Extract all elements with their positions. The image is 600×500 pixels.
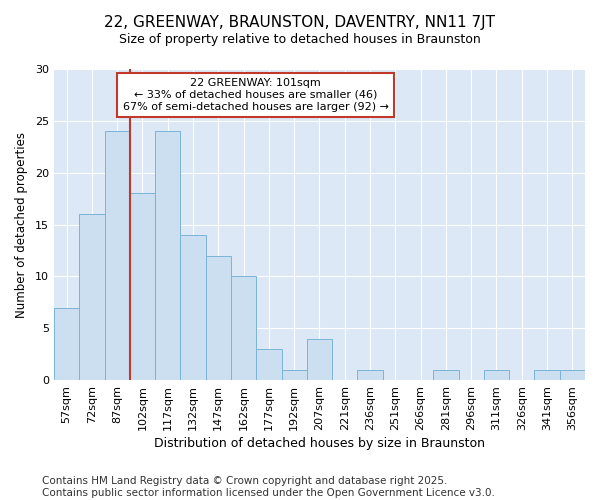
Bar [433,370,458,380]
Bar [54,308,79,380]
Bar [181,235,206,380]
Y-axis label: Number of detached properties: Number of detached properties [15,132,28,318]
X-axis label: Distribution of detached houses by size in Braunston: Distribution of detached houses by size … [154,437,485,450]
Bar [560,370,585,380]
Text: 22, GREENWAY, BRAUNSTON, DAVENTRY, NN11 7JT: 22, GREENWAY, BRAUNSTON, DAVENTRY, NN11 … [104,15,496,30]
Bar [307,338,332,380]
Text: Contains HM Land Registry data © Crown copyright and database right 2025.
Contai: Contains HM Land Registry data © Crown c… [42,476,495,498]
Bar [130,194,155,380]
Bar [484,370,509,380]
Bar [281,370,307,380]
Bar [535,370,560,380]
Bar [104,131,130,380]
Bar [358,370,383,380]
Bar [256,349,281,380]
Bar [231,276,256,380]
Text: 22 GREENWAY: 101sqm
← 33% of detached houses are smaller (46)
67% of semi-detach: 22 GREENWAY: 101sqm ← 33% of detached ho… [123,78,389,112]
Bar [79,214,104,380]
Bar [155,131,181,380]
Text: Size of property relative to detached houses in Braunston: Size of property relative to detached ho… [119,32,481,46]
Bar [206,256,231,380]
